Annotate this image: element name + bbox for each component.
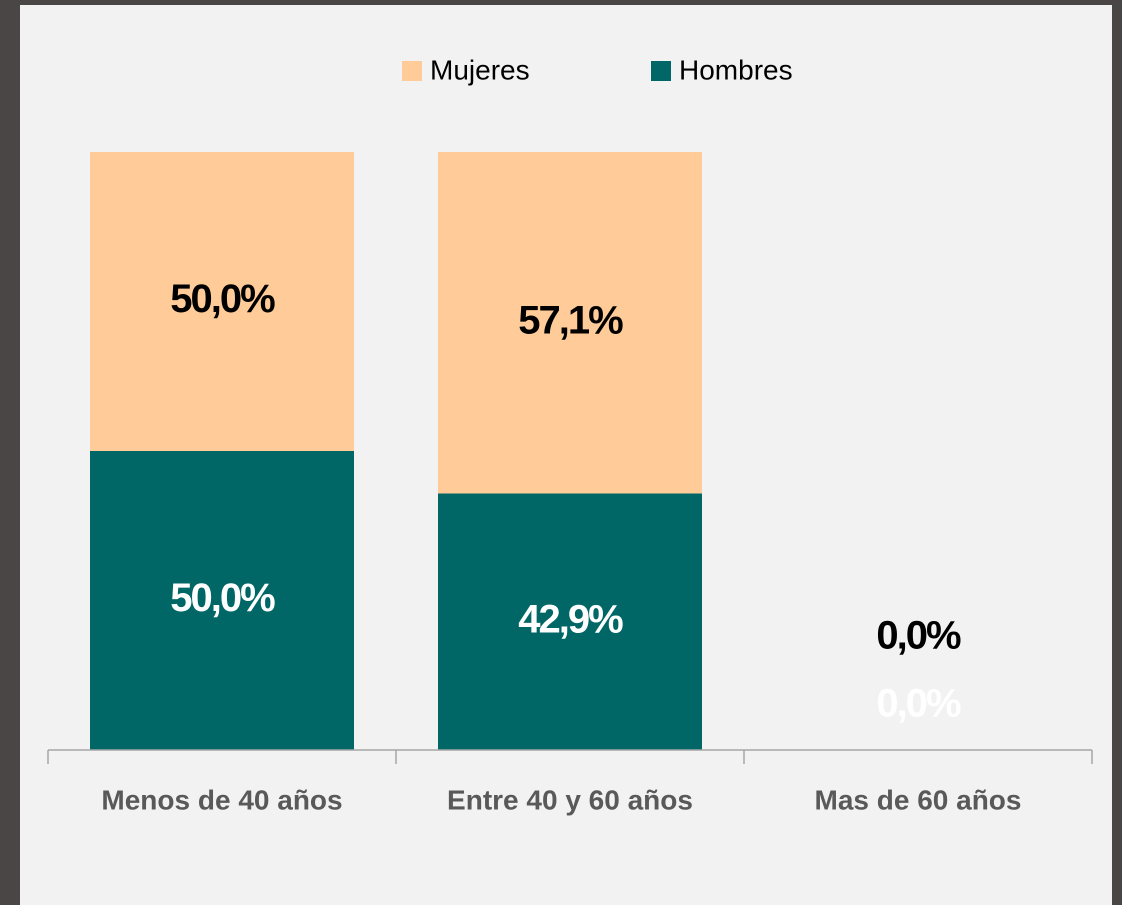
data-label: 57,1% bbox=[518, 298, 623, 342]
legend-swatch bbox=[402, 61, 422, 81]
bar-segment bbox=[438, 152, 702, 494]
legend-label: Hombres bbox=[679, 54, 793, 85]
data-label: 50,0% bbox=[170, 576, 275, 620]
legend-label: Mujeres bbox=[430, 54, 530, 85]
data-label: 0,0% bbox=[876, 682, 961, 726]
data-label: 0,0% bbox=[876, 614, 961, 658]
bar-segment bbox=[90, 152, 354, 451]
bar-segment bbox=[90, 451, 354, 750]
x-tick-label: Entre 40 y 60 años bbox=[447, 784, 693, 815]
data-label: 42,9% bbox=[518, 597, 623, 641]
bar-segment bbox=[438, 493, 702, 750]
data-label: 50,0% bbox=[170, 277, 275, 321]
x-tick-label: Menos de 40 años bbox=[101, 784, 342, 815]
legend-swatch bbox=[651, 61, 671, 81]
x-tick-label: Mas de 60 años bbox=[815, 784, 1022, 815]
